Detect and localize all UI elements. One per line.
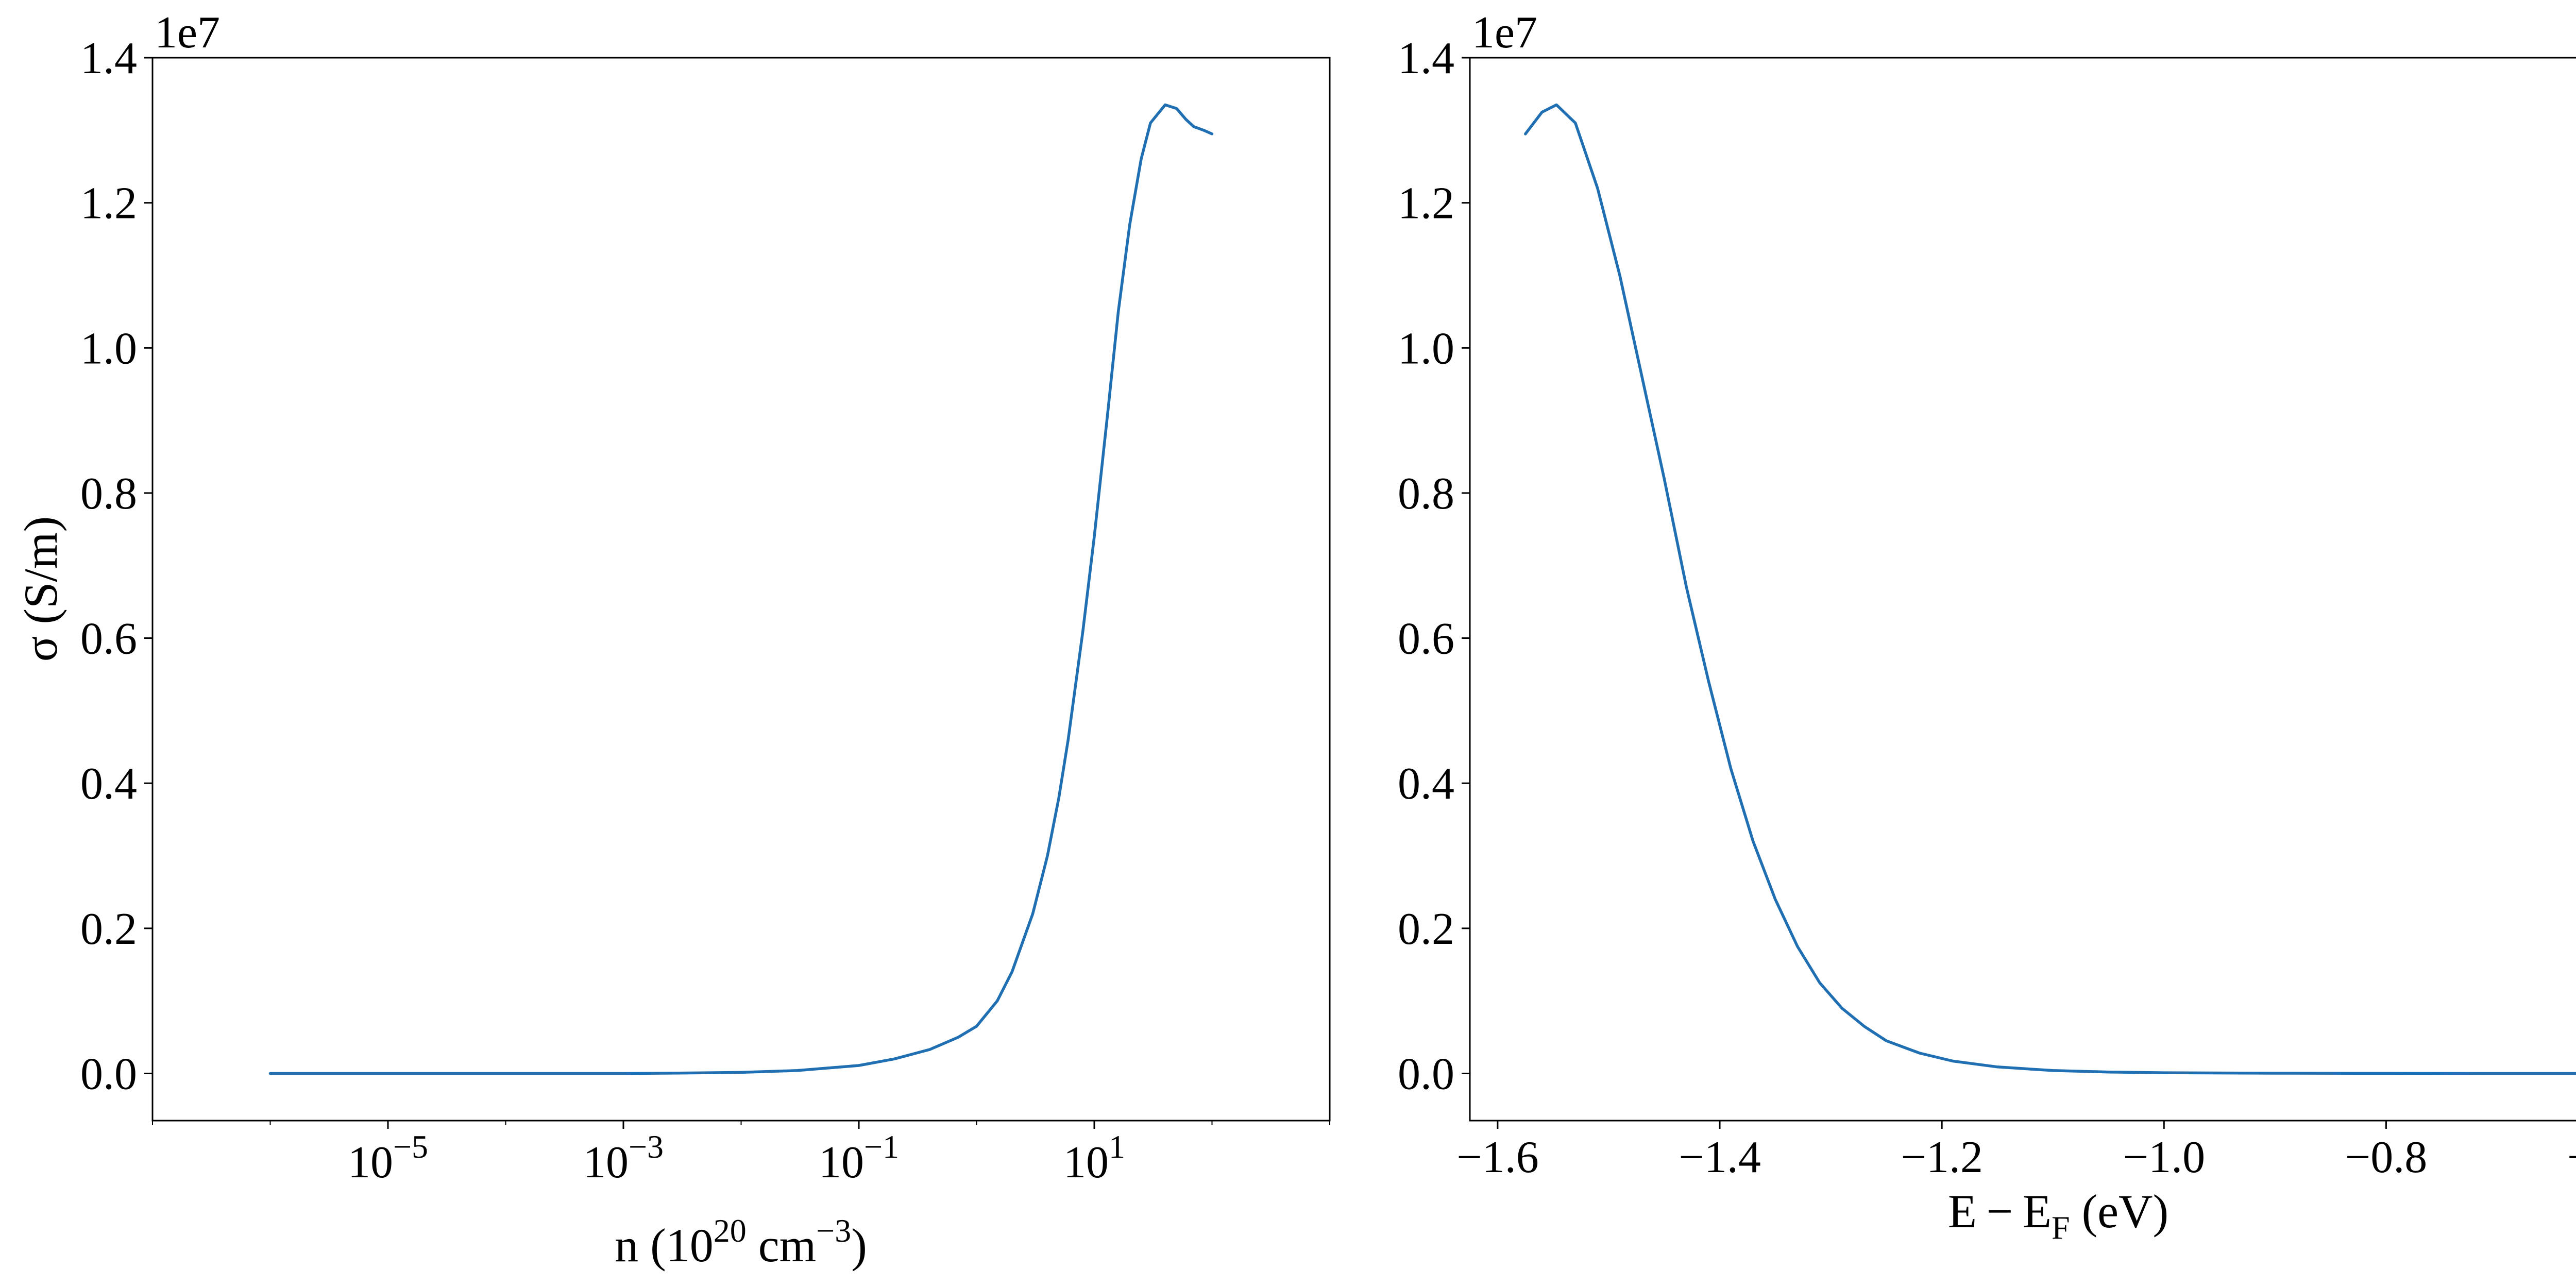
left-y-tick-label: 0.4: [80, 759, 137, 809]
right-y-tick-label: 1.0: [1398, 324, 1454, 374]
left-x-tick-label: 10−1: [819, 1128, 899, 1188]
left-y-tick-label: 0.0: [80, 1049, 137, 1099]
left-series-layer: [268, 103, 1214, 1075]
right-x-label-sub: F: [2052, 1209, 2070, 1246]
right-x-tick-label: −0.8: [2345, 1132, 2428, 1182]
right-x-label-part: E − E: [1948, 1185, 2052, 1238]
right-plot-frame: [1469, 57, 2576, 1122]
right-x-tick-label: −1.0: [2123, 1132, 2205, 1182]
left-x-tick-base: 10: [348, 1138, 393, 1188]
left-x-label-part: ): [851, 1219, 867, 1272]
left-y-tick-label: 0.2: [80, 904, 137, 954]
right-x-tick-label: −1.4: [1679, 1132, 1761, 1182]
right-x-tick-label: −0.6: [2567, 1132, 2576, 1182]
left-ticks-layer: 0.00.20.40.60.81.01.21.410−5 10−3 10−1 101: [80, 33, 1330, 1188]
right-x-axis-label: E − EF (eV): [1948, 1185, 2168, 1246]
right-y-tick-label: 0.2: [1398, 904, 1454, 954]
left-x-tick-base: 10: [583, 1138, 629, 1188]
left-series-line: [268, 103, 1214, 1075]
left-x-label-part: cm: [747, 1219, 816, 1272]
left-x-label-sup: −3: [816, 1212, 851, 1249]
right-offset-text: 1e7: [1472, 8, 1537, 58]
left-x-tick-label: 101: [1063, 1128, 1125, 1188]
left-x-tick-label: 10−5: [348, 1128, 428, 1188]
left-y-tick-label: 1.4: [80, 33, 137, 83]
right-x-tick-label: −1.6: [1456, 1132, 1539, 1182]
left-plot-frame: [151, 57, 1331, 1122]
left-x-label-part: n (10: [615, 1219, 714, 1272]
left-x-label-sup: 20: [714, 1212, 747, 1249]
right-y-tick-label: 1.4: [1398, 33, 1454, 83]
left-y-tick-label: 0.6: [80, 614, 137, 664]
left-x-tick-exp: −3: [629, 1128, 664, 1165]
left-y-axis-label: σ (S/m): [14, 516, 67, 662]
left-y-tick-label: 0.8: [80, 469, 137, 519]
right-x-label-part: (eV): [2070, 1185, 2169, 1238]
left-chart-panel: 0.00.20.40.60.81.01.21.410−5 10−3 10−1 101 …: [14, 8, 1331, 1272]
right-y-tick-label: 0.8: [1398, 469, 1454, 519]
left-x-tick-exp: −5: [393, 1128, 428, 1165]
left-x-axis-label: n (1020 cm−3): [615, 1212, 867, 1272]
right-y-tick-label: 0.4: [1398, 759, 1454, 809]
left-x-tick-exp: −1: [864, 1128, 899, 1165]
left-x-tick-base: 10: [819, 1138, 864, 1188]
left-x-tick-label: 10−3: [583, 1128, 664, 1188]
left-y-tick-label: 1.2: [80, 179, 137, 229]
right-ticks-layer: 0.0 0.2 0.4 0.6 0.8 1.0 1.2 1.4 −1.6 −1.4 −1.2 −1.0…: [1398, 33, 2576, 1182]
right-y-tick-label: 0.0: [1398, 1049, 1454, 1099]
left-y-tick-label: 1.0: [80, 324, 137, 374]
left-x-tick-exp: 1: [1109, 1128, 1125, 1165]
right-chart-panel: 0.0 0.2 0.4 0.6 0.8 1.0 1.2 1.4 −1.6 −1.4 −1.2 −1.0…: [1398, 8, 2576, 1246]
right-series-line: [1524, 103, 2576, 1075]
right-y-tick-label: 1.2: [1398, 179, 1454, 229]
left-offset-text: 1e7: [155, 8, 220, 58]
left-x-tick-base: 10: [1063, 1138, 1109, 1188]
right-x-tick-label: −1.2: [1901, 1132, 1983, 1182]
right-series-layer: [1524, 103, 2576, 1075]
right-y-tick-label: 0.6: [1398, 614, 1454, 664]
